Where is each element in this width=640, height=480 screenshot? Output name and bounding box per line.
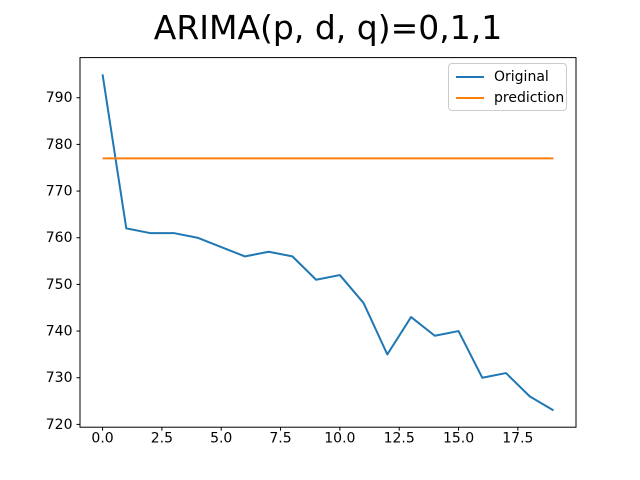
legend-line-prediction-swatch bbox=[456, 96, 484, 99]
y-tick-label: 750 bbox=[46, 277, 73, 293]
x-tick-label: 0.0 bbox=[91, 431, 113, 447]
x-tick-label: 17.5 bbox=[502, 431, 533, 447]
legend-label-prediction: prediction bbox=[494, 89, 565, 106]
x-tick-label: 10.0 bbox=[324, 431, 355, 447]
y-tick-label: 770 bbox=[46, 184, 73, 200]
x-tick-label: 12.5 bbox=[384, 431, 415, 447]
x-tick-label: 7.5 bbox=[269, 431, 291, 447]
axes-box bbox=[79, 57, 577, 428]
y-tick-label: 740 bbox=[46, 324, 73, 340]
x-tick-label: 2.5 bbox=[151, 431, 173, 447]
y-tick-label: 760 bbox=[46, 230, 73, 246]
legend-line-original-swatch bbox=[456, 75, 484, 78]
legend-item-prediction: prediction bbox=[449, 87, 566, 108]
y-tick-label: 790 bbox=[46, 90, 73, 106]
x-tick-label: 5.0 bbox=[210, 431, 232, 447]
legend-label-original: Original bbox=[494, 68, 549, 85]
legend: Original prediction bbox=[448, 63, 567, 111]
x-tick-label: 15.0 bbox=[443, 431, 474, 447]
legend-item-original: Original bbox=[449, 66, 566, 87]
series-line-original bbox=[101, 74, 554, 412]
chart-title: ARIMA(p, d, q)=0,1,1 bbox=[153, 8, 503, 47]
y-tick-label: 780 bbox=[46, 137, 73, 153]
y-tick-label: 720 bbox=[46, 417, 73, 433]
y-tick-label: 730 bbox=[46, 370, 73, 386]
